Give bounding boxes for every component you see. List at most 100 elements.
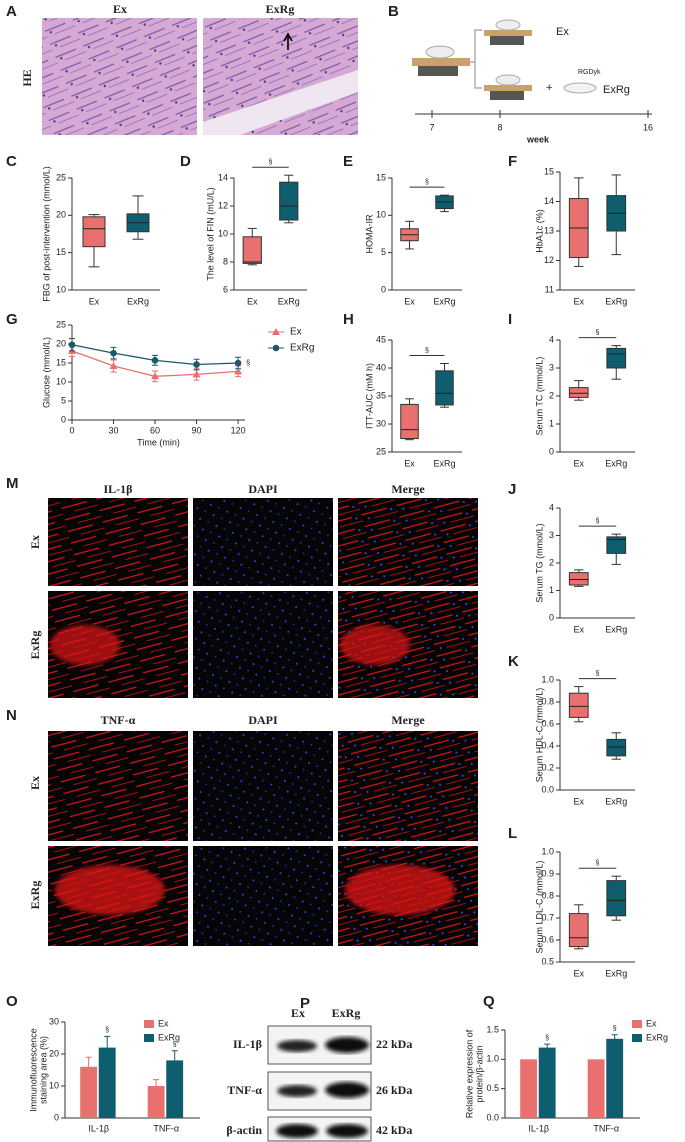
y-tick-label: 0.0 — [541, 784, 554, 794]
panel-letter: D — [180, 153, 191, 170]
box — [606, 536, 627, 554]
y-tick-label: 0 — [549, 446, 554, 456]
y-tick-label: 15 — [544, 166, 554, 176]
box — [568, 572, 589, 586]
bar — [80, 1066, 98, 1118]
y-tick-label: 25 — [56, 319, 66, 329]
treadmill — [490, 91, 524, 100]
x-tick-label: Ex — [573, 458, 584, 468]
marker — [151, 357, 159, 364]
column-label: Merge — [391, 713, 425, 727]
y-axis-label: Serum TC (mmol/L) — [534, 357, 544, 436]
panel-letter: C — [6, 153, 17, 170]
he-image — [42, 18, 197, 135]
panel-letter: N — [6, 707, 17, 724]
x-tick-label: ExRg — [605, 624, 627, 634]
x-tick-label: ExRg — [605, 968, 627, 978]
significance: § — [173, 1042, 177, 1049]
bar — [147, 1086, 165, 1118]
marker — [272, 328, 280, 335]
y-tick-label: 1.5 — [486, 1024, 499, 1034]
box — [82, 216, 106, 248]
x-tick-label: 60 — [150, 425, 160, 435]
y-tick-label: 0.5 — [541, 956, 554, 966]
bar — [98, 1047, 116, 1118]
timeline-label: 8 — [497, 122, 502, 132]
marker — [234, 359, 242, 367]
x-axis-label: Time (min) — [137, 437, 180, 447]
plus: + — [546, 82, 552, 94]
y-tick-label: 0.7 — [541, 912, 554, 922]
panel-letter: H — [343, 311, 354, 328]
panel-letter: L — [508, 825, 517, 842]
y-tick-label: 1.0 — [486, 1054, 499, 1064]
column-label: DAPI — [248, 482, 278, 496]
y-axis-label: Relative expression of — [464, 1029, 474, 1118]
y-tick-label: 0.2 — [541, 762, 554, 772]
mouse — [563, 82, 597, 94]
x-tick-label: TNF-α — [153, 1123, 179, 1133]
panel-letter: I — [508, 311, 512, 328]
y-tick-label: 10 — [56, 376, 66, 386]
significance: § — [269, 159, 273, 166]
y-tick-label: 25 — [56, 172, 66, 182]
x-tick-label: ExRg — [605, 296, 627, 306]
x-tick-label: Ex — [573, 968, 584, 978]
fluorescence-image — [338, 498, 478, 586]
panel-letter: F — [508, 153, 517, 170]
tissue-gap — [203, 70, 358, 135]
timeline-unit: week — [526, 134, 550, 144]
y-tick-label: 4 — [549, 502, 554, 512]
significance: § — [425, 179, 429, 186]
timeline-label: 16 — [643, 122, 653, 132]
significance: § — [545, 1035, 549, 1042]
x-tick-label: TNF-α — [593, 1123, 619, 1133]
y-tick-label: 0.0 — [486, 1112, 499, 1122]
signal — [50, 625, 120, 665]
branch — [470, 29, 482, 89]
timeline-label: 7 — [429, 122, 434, 132]
error-bar — [171, 1050, 178, 1070]
fluorescence-image — [193, 846, 333, 946]
x-tick-label: Ex — [89, 296, 100, 306]
x-tick-label: ExRg — [278, 296, 300, 306]
y-axis-label: staining area (%) — [38, 1036, 48, 1104]
y-tick-label: 40 — [376, 362, 386, 372]
y-tick-label: 20 — [49, 1048, 59, 1058]
panel-letter: G — [6, 311, 18, 328]
y-tick-label: 3 — [549, 530, 554, 540]
significance: § — [596, 860, 600, 867]
y-tick-label: 10 — [49, 1080, 59, 1090]
y-tick-label: 15 — [56, 247, 66, 257]
column-label: Merge — [391, 482, 425, 496]
x-tick-label: 90 — [192, 425, 202, 435]
marker — [234, 367, 243, 375]
blot — [267, 1025, 372, 1142]
y-axis-label: Serum TG (mmol/L) — [534, 523, 544, 602]
row-label: ExRg — [28, 631, 42, 660]
signal — [55, 865, 165, 915]
x-tick-label: ExRg — [605, 458, 627, 468]
y-axis-label: HbA1c (%) — [534, 209, 544, 253]
y-tick-label: 30 — [376, 418, 386, 428]
panel-letter: Q — [483, 993, 495, 1010]
column-label: DAPI — [248, 713, 278, 727]
panel-letter: E — [343, 153, 353, 170]
x-tick-label: Ex — [573, 624, 584, 634]
x-tick-label: 0 — [69, 425, 74, 435]
y-tick-label: 1.0 — [541, 846, 554, 856]
signal — [345, 865, 455, 915]
row-label: ExRg — [28, 881, 42, 910]
x-tick-label: ExRg — [433, 458, 455, 468]
marker — [272, 344, 280, 352]
y-tick-label: 45 — [376, 334, 386, 344]
x-tick-label: ExRg — [605, 796, 627, 806]
y-tick-label: 0.9 — [541, 868, 554, 878]
x-tick-label: Ex — [573, 296, 584, 306]
bar — [538, 1047, 556, 1118]
fluorescence-image — [338, 731, 478, 841]
x-tick-label: Ex — [573, 796, 584, 806]
image-label: Ex — [113, 2, 127, 16]
group-label: ExRg — [603, 84, 630, 96]
bar — [520, 1059, 538, 1118]
